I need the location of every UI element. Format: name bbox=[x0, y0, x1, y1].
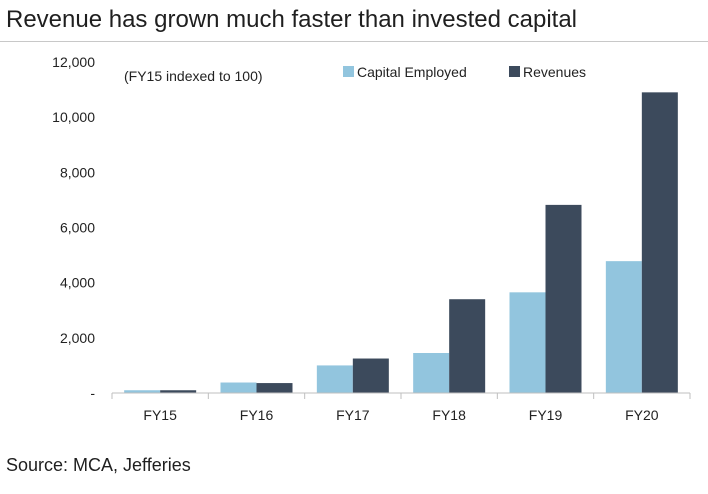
y-tick-label: - bbox=[90, 385, 95, 401]
legend: Capital Employed Revenues bbox=[343, 64, 586, 80]
bar-capital-employed bbox=[124, 390, 161, 393]
y-axis: - 2,000 4,000 6,000 8,000 10,000 12,000 bbox=[52, 54, 95, 401]
source-note: Source: MCA, Jefferies bbox=[6, 455, 191, 475]
x-axis: FY15 FY16 FY17 FY18 FY19 FY20 bbox=[111, 392, 691, 423]
x-tick-label: FY15 bbox=[143, 407, 177, 423]
legend-swatch-revenues bbox=[509, 66, 520, 77]
bar-revenues bbox=[641, 92, 678, 393]
bar-revenues bbox=[256, 383, 293, 393]
y-tick-label: 6,000 bbox=[60, 220, 95, 236]
bar-capital-employed bbox=[316, 365, 353, 393]
x-tick-label: FY20 bbox=[625, 407, 659, 423]
bars bbox=[124, 92, 678, 393]
legend-label-revenues: Revenues bbox=[523, 64, 586, 80]
y-tick-label: 8,000 bbox=[60, 164, 95, 180]
legend-swatch-capital-employed bbox=[343, 66, 354, 77]
x-tick-label: FY16 bbox=[240, 407, 274, 423]
y-tick-label: 2,000 bbox=[60, 330, 95, 346]
y-tick-label: 10,000 bbox=[52, 109, 95, 125]
bar-revenues bbox=[160, 390, 197, 393]
page-title: Revenue has grown much faster than inves… bbox=[6, 6, 577, 33]
x-tick-label: FY19 bbox=[529, 407, 563, 423]
bar-capital-employed bbox=[413, 353, 450, 393]
bar-revenues bbox=[449, 299, 486, 393]
chart-annotation: (FY15 indexed to 100) bbox=[124, 68, 263, 84]
bar-capital-employed bbox=[509, 292, 546, 393]
legend-label-capital-employed: Capital Employed bbox=[357, 64, 467, 80]
bar-revenues bbox=[545, 204, 582, 393]
bar-revenues bbox=[352, 358, 389, 393]
x-tick-label: FY17 bbox=[336, 407, 370, 423]
y-tick-label: 4,000 bbox=[60, 275, 95, 291]
bar-capital-employed bbox=[605, 261, 642, 393]
x-tick-label: FY18 bbox=[432, 407, 466, 423]
bar-capital-employed bbox=[220, 382, 257, 393]
title-divider bbox=[0, 41, 708, 42]
y-tick-label: 12,000 bbox=[52, 54, 95, 70]
